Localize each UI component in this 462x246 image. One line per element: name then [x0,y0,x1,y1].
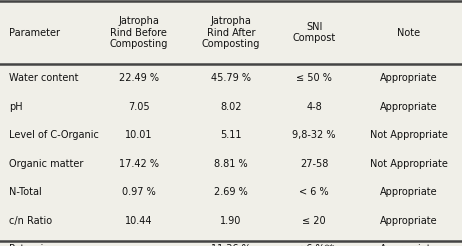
Text: 5.11: 5.11 [220,130,242,140]
Text: Appropriate: Appropriate [380,73,438,83]
Text: Parameter: Parameter [9,28,60,38]
Text: Appropriate: Appropriate [380,216,438,226]
Text: Water content: Water content [9,73,79,83]
Text: Not Appropriate: Not Appropriate [370,130,448,140]
Text: Note: Note [397,28,420,38]
Text: Organic matter: Organic matter [9,159,84,169]
Text: Appropriate: Appropriate [380,187,438,197]
Text: < 6 %**: < 6 %** [295,245,334,246]
Text: 22.49 %: 22.49 % [119,73,158,83]
Text: -: - [137,245,140,246]
Text: 8.81 %: 8.81 % [214,159,248,169]
Text: Appropriate: Appropriate [380,245,438,246]
Text: Jatropha
Rind After
Composting: Jatropha Rind After Composting [202,16,260,49]
Text: 10.01: 10.01 [125,130,152,140]
Text: Appropriate: Appropriate [380,102,438,112]
Text: Level of C-Organic: Level of C-Organic [9,130,99,140]
Text: pH: pH [9,102,23,112]
Text: c/n Ratio: c/n Ratio [9,216,52,226]
Text: < 6 %: < 6 % [299,187,329,197]
Text: N-Total: N-Total [9,187,42,197]
Text: 4-8: 4-8 [306,102,322,112]
Text: 45.79 %: 45.79 % [211,73,251,83]
Text: 8.02: 8.02 [220,102,242,112]
Text: 9,8-32 %: 9,8-32 % [292,130,336,140]
Text: 17.42 %: 17.42 % [119,159,158,169]
Text: ≤ 20: ≤ 20 [302,216,326,226]
Text: Jatropha
Rind Before
Composting: Jatropha Rind Before Composting [109,16,168,49]
Text: ≤ 50 %: ≤ 50 % [296,73,332,83]
Text: 27-58: 27-58 [300,159,328,169]
Text: 1.90: 1.90 [220,216,242,226]
Text: 11.36 %: 11.36 % [211,245,251,246]
Text: SNI
Compost: SNI Compost [292,22,336,43]
Text: 2.69 %: 2.69 % [214,187,248,197]
Text: 10.44: 10.44 [125,216,152,226]
Text: Not Appropriate: Not Appropriate [370,159,448,169]
Text: 7.05: 7.05 [128,102,149,112]
Text: 0.97 %: 0.97 % [122,187,156,197]
Text: Potassium: Potassium [9,245,59,246]
